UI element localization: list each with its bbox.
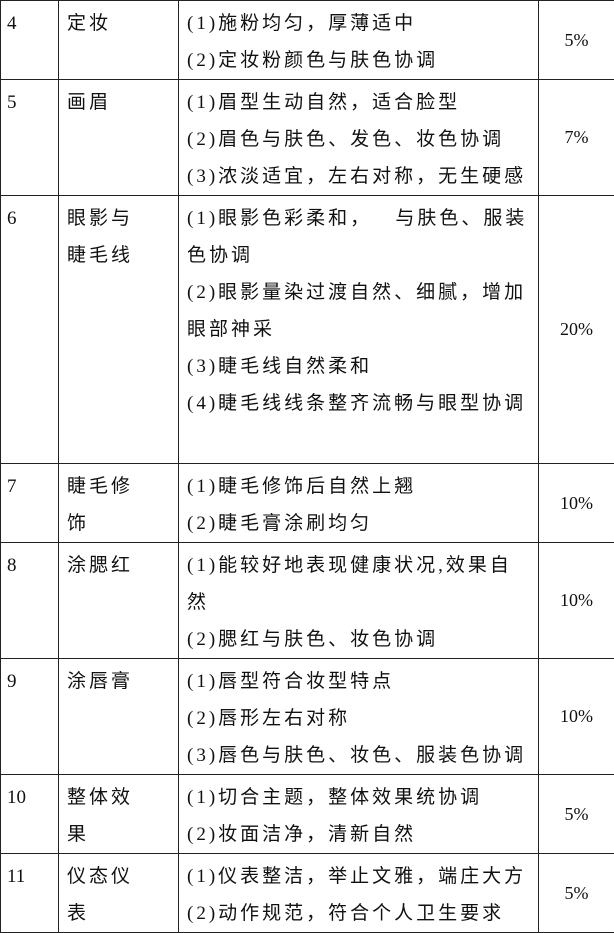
row-number: 9 (1, 659, 59, 775)
weight: 5% (539, 775, 614, 854)
page: {"table": {"rows": [ {"no": "4", "item":… (0, 0, 614, 906)
row-number: 6 (1, 196, 59, 464)
criterion: (4)睫毛线线条整齐流畅与眼型协调 (187, 385, 532, 422)
criteria: (1)施粉均匀，厚薄适中(2)定妆粉颜色与肤色协调 (179, 1, 539, 80)
criterion: (1)眉型生动自然，适合脸型 (187, 84, 532, 121)
criterion: (1)唇型符合妆型特点 (187, 663, 532, 700)
criterion: (3)唇色与肤色、妆色、服装色协调 (187, 737, 532, 774)
weight: 5% (539, 1, 614, 80)
criterion: (2)睫毛膏涂刷均匀 (187, 505, 532, 542)
criterion: (2)眼影量染过渡自然、细腻，增加眼部神采 (187, 274, 532, 348)
criterion: (1)眼影色彩柔和， 与肤色、服装色协调 (187, 200, 532, 274)
criteria: (1)唇型符合妆型特点(2)唇形左右对称(3)唇色与肤色、妆色、服装色协调 (179, 659, 539, 775)
weight: 20% (539, 196, 614, 464)
criterion: (1)睫毛修饰后自然上翘 (187, 468, 532, 505)
weight: 5% (539, 854, 614, 933)
criteria: (1)睫毛修饰后自然上翘(2)睫毛膏涂刷均匀 (179, 464, 539, 543)
row-number: 7 (1, 464, 59, 543)
item-name: 睫毛修饰 (59, 464, 179, 543)
weight: 7% (539, 80, 614, 196)
row-number: 10 (1, 775, 59, 854)
weight: 10% (539, 543, 614, 659)
criteria: (1)眉型生动自然，适合脸型(2)眉色与肤色、发色、妆色协调(3)浓淡适宜，左右… (179, 80, 539, 196)
item-name: 眼影与睫毛线 (59, 196, 179, 464)
criterion: (2)定妆粉颜色与肤色协调 (187, 42, 532, 79)
row-number: 5 (1, 80, 59, 196)
criteria: (1)能较好地表现健康状况,效果自然(2)腮红与肤色、妆色协调 (179, 543, 539, 659)
criterion: (2)唇形左右对称 (187, 700, 532, 737)
row-number: 11 (1, 854, 59, 933)
item-name: 画眉 (59, 80, 179, 196)
criterion: (2)妆面洁净，清新自然 (187, 816, 532, 853)
criteria: (1)眼影色彩柔和， 与肤色、服装色协调(2)眼影量染过渡自然、细腻，增加眼部神… (179, 196, 539, 464)
criterion: (3)浓淡适宜，左右对称，无生硬感 (187, 158, 532, 195)
criterion: (1)施粉均匀，厚薄适中 (187, 5, 532, 42)
weight: 10% (539, 464, 614, 543)
criterion: (2)腮红与肤色、妆色协调 (187, 621, 532, 658)
criteria: (1)仪表整洁，举止文雅，端庄大方(2)动作规范，符合个人卫生要求 (179, 854, 539, 933)
criterion: (1)仪表整洁，举止文雅，端庄大方 (187, 858, 532, 895)
item-name: 仪态仪表 (59, 854, 179, 933)
row-number: 8 (1, 543, 59, 659)
criterion: (1)能较好地表现健康状况,效果自然 (187, 547, 532, 621)
row-number: 4 (1, 1, 59, 80)
item-name: 涂唇膏 (59, 659, 179, 775)
criterion: (2)动作规范，符合个人卫生要求 (187, 895, 532, 932)
criteria: (1)切合主题，整体效果统协调(2)妆面洁净，清新自然 (179, 775, 539, 854)
weight: 10% (539, 659, 614, 775)
item-name: 定妆 (59, 1, 179, 80)
criterion: (2)眉色与肤色、发色、妆色协调 (187, 121, 532, 158)
item-name: 涂腮红 (59, 543, 179, 659)
criterion: (1)切合主题，整体效果统协调 (187, 779, 532, 816)
criterion: (3)睫毛线自然柔和 (187, 348, 532, 385)
item-name: 整体效果 (59, 775, 179, 854)
